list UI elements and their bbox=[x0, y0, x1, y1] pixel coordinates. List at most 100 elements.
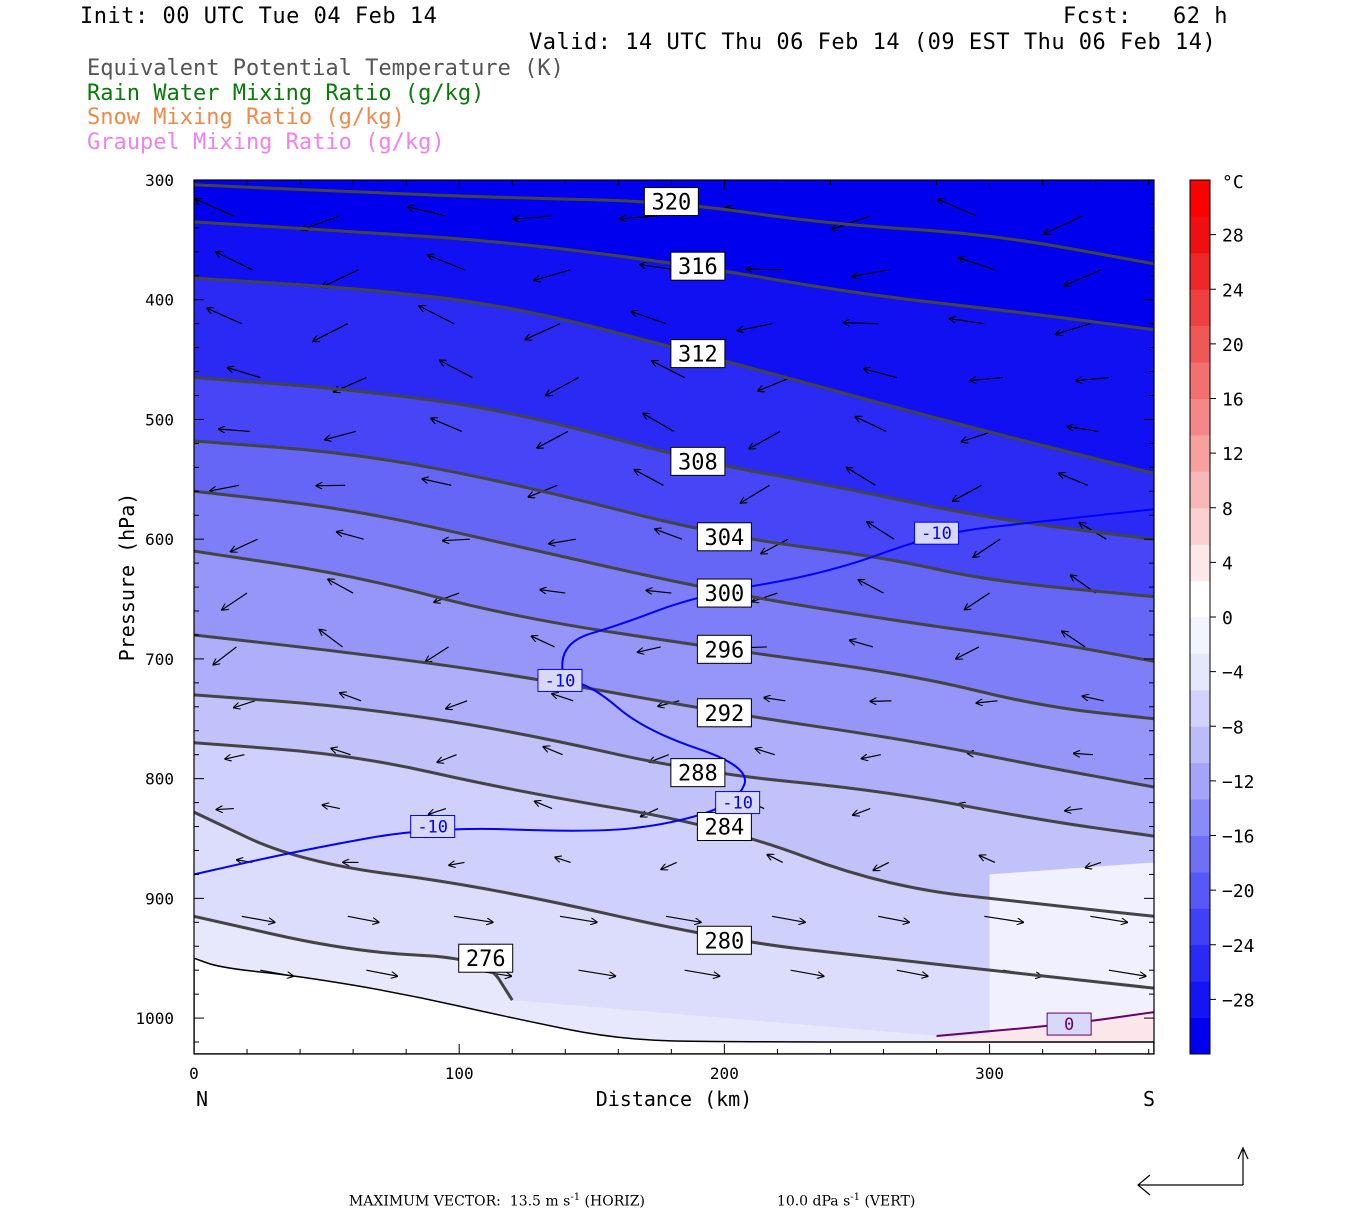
theta-e-label: 312 bbox=[671, 340, 725, 368]
colorbar-swatch bbox=[1190, 289, 1210, 326]
colorbar: 28 24 20 16 12 8 4 0 −4 −8 −12 −16 −20 −24 −28 °C bbox=[1190, 172, 1255, 1055]
temperature-label-text: -10 bbox=[417, 818, 448, 838]
colorbar-swatch bbox=[1190, 726, 1210, 763]
max-vector-horiz: 13.5 m s bbox=[510, 1194, 571, 1210]
x-tick-label: 0 bbox=[189, 1064, 199, 1083]
max-vector-vert-exp: -1 bbox=[850, 1192, 860, 1203]
colorbar-tick-label: 20 bbox=[1222, 335, 1244, 356]
theta-e-label: 276 bbox=[459, 944, 513, 972]
theta-e-label-text: 296 bbox=[705, 638, 745, 663]
theta-e-label-text: 320 bbox=[651, 191, 691, 216]
colorbar-swatch bbox=[1190, 945, 1210, 982]
max-vector-label: MAXIMUM VECTOR: bbox=[349, 1194, 501, 1210]
colorbar-tick-label: 16 bbox=[1222, 390, 1244, 411]
max-vector-horiz-exp: -1 bbox=[570, 1192, 580, 1203]
colorbar-swatch bbox=[1190, 362, 1210, 399]
y-tick-label: 500 bbox=[145, 410, 174, 429]
colorbar-swatch bbox=[1190, 435, 1210, 472]
y-tick-label: 900 bbox=[145, 889, 174, 908]
colorbar-swatch bbox=[1190, 981, 1210, 1018]
x-axis-right-end-label: S bbox=[1143, 1087, 1155, 1111]
theta-e-label: 320 bbox=[644, 188, 698, 216]
temperature-label-text: -10 bbox=[921, 524, 952, 544]
colorbar-swatch bbox=[1190, 763, 1210, 800]
colorbar-swatch bbox=[1190, 216, 1210, 253]
y-tick-label: 400 bbox=[145, 291, 174, 310]
temperature-label-text: 0 bbox=[1064, 1015, 1074, 1035]
max-vector-vert: 10.0 dPa s bbox=[777, 1194, 850, 1210]
colorbar-tick-label: 12 bbox=[1222, 444, 1244, 465]
x-axis-label: Distance (km) bbox=[596, 1087, 753, 1111]
theta-e-label-text: 288 bbox=[678, 762, 718, 787]
theta-e-label-text: 308 bbox=[678, 450, 718, 475]
max-vector-note: MAXIMUM VECTOR: 13.5 m s-1 (HORIZ) bbox=[340, 1176, 645, 1210]
colorbar-tick-label: −4 bbox=[1222, 663, 1244, 684]
theta-e-label: 296 bbox=[697, 635, 751, 663]
theta-e-label-text: 300 bbox=[705, 582, 745, 607]
colorbar-unit: °C bbox=[1222, 172, 1244, 193]
x-tick-label: 300 bbox=[975, 1064, 1004, 1083]
colorbar-swatch bbox=[1190, 908, 1210, 945]
colorbar-swatch bbox=[1190, 690, 1210, 727]
colorbar-swatch bbox=[1190, 581, 1210, 618]
colorbar-tick-label: 4 bbox=[1222, 553, 1233, 574]
colorbar-swatch bbox=[1190, 1018, 1210, 1055]
temperature-label: -10 bbox=[716, 792, 760, 814]
temperature-label: -10 bbox=[411, 816, 455, 838]
theta-e-label: 300 bbox=[697, 579, 751, 607]
max-vector-horiz-unit: (HORIZ) bbox=[580, 1194, 645, 1210]
colorbar-swatch bbox=[1190, 544, 1210, 581]
colorbar-swatch bbox=[1190, 326, 1210, 363]
temperature-label-text: -10 bbox=[545, 671, 576, 691]
theta-e-label: 316 bbox=[671, 252, 725, 280]
temperature-label-text: -10 bbox=[722, 794, 753, 814]
colorbar-tick-label: −28 bbox=[1222, 990, 1255, 1011]
colorbar-swatch bbox=[1190, 508, 1210, 545]
colorbar-swatch bbox=[1190, 617, 1210, 654]
x-tick-label: 100 bbox=[445, 1064, 474, 1083]
theta-e-label: 292 bbox=[697, 699, 751, 727]
colorbar-tick-label: −20 bbox=[1222, 881, 1255, 902]
colorbar-tick-label: −24 bbox=[1222, 936, 1255, 957]
colorbar-tick-label: 8 bbox=[1222, 499, 1233, 520]
colorbar-tick-label: −16 bbox=[1222, 827, 1255, 848]
colorbar-tick-label: 28 bbox=[1222, 226, 1244, 247]
wind-vector bbox=[870, 701, 891, 702]
colorbar-swatch bbox=[1190, 253, 1210, 290]
y-tick-label: 700 bbox=[145, 650, 174, 669]
y-tick-label: 800 bbox=[145, 770, 174, 789]
theta-e-label: 288 bbox=[671, 759, 725, 787]
theta-e-label-text: 276 bbox=[466, 947, 506, 972]
max-vector-vert-unit: (VERT) bbox=[860, 1194, 915, 1210]
theta-e-label-text: 292 bbox=[705, 702, 745, 727]
y-tick-label: 300 bbox=[145, 171, 174, 190]
temperature-label: -10 bbox=[538, 669, 582, 691]
theta-e-label-text: 312 bbox=[678, 343, 718, 368]
theta-e-label: 280 bbox=[697, 926, 751, 954]
theta-e-label-text: 284 bbox=[705, 816, 745, 841]
max-vector-vert-note: 10.0 dPa s-1 (VERT) bbox=[768, 1176, 915, 1210]
colorbar-swatch bbox=[1190, 471, 1210, 508]
colorbar-swatch bbox=[1190, 653, 1210, 690]
colorbar-swatch bbox=[1190, 799, 1210, 836]
colorbar-tick-label: −12 bbox=[1222, 772, 1255, 793]
colorbar-swatch bbox=[1190, 399, 1210, 436]
y-tick-label: 600 bbox=[145, 530, 174, 549]
y-tick-label: 1000 bbox=[135, 1009, 174, 1028]
temperature-label: -10 bbox=[915, 522, 959, 544]
theta-e-label: 308 bbox=[671, 447, 725, 475]
colorbar-tick-label: 24 bbox=[1222, 280, 1244, 301]
colorbar-tick-label: −8 bbox=[1222, 717, 1244, 738]
temperature-label: 0 bbox=[1047, 1013, 1091, 1035]
y-axis-label: Pressure (hPa) bbox=[115, 493, 139, 662]
colorbar-swatch bbox=[1190, 872, 1210, 909]
theta-e-label-text: 280 bbox=[705, 929, 745, 954]
x-tick-label: 200 bbox=[710, 1064, 739, 1083]
colorbar-tick-label: 0 bbox=[1222, 608, 1233, 629]
colorbar-swatch bbox=[1190, 836, 1210, 873]
theta-e-label-text: 316 bbox=[678, 255, 718, 280]
theta-e-label: 304 bbox=[697, 523, 751, 551]
max-vector-key-icon bbox=[1138, 1148, 1248, 1195]
theta-e-label: 284 bbox=[697, 813, 751, 841]
